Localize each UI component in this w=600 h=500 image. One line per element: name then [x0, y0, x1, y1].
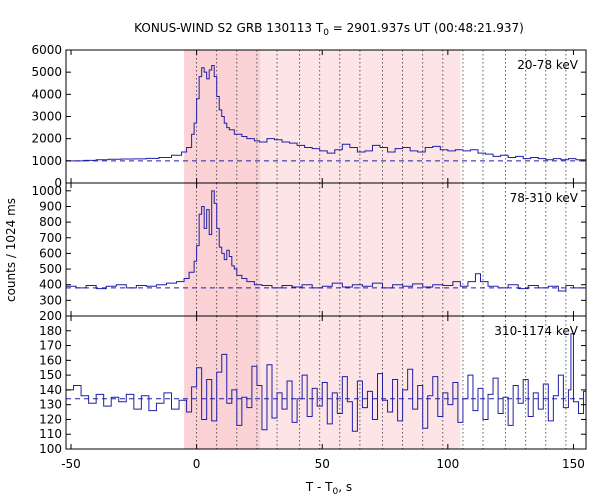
y-tick-label: 1000 [31, 154, 62, 168]
shaded-interval-2 [260, 183, 461, 316]
y-tick-label: 5000 [31, 65, 62, 79]
energy-band-label: 310-1174 keV [494, 324, 578, 338]
x-axis-title-main: T - T [305, 480, 333, 494]
y-tick-label: 140 [39, 383, 62, 397]
y-tick-label: 800 [39, 215, 62, 229]
x-tick-label: 50 [315, 457, 330, 471]
y-tick-label: 300 [39, 293, 62, 307]
chart-title: KONUS-WIND S2 GRB 130113 T0 = 2901.937s … [134, 21, 524, 38]
y-tick-label: 500 [39, 262, 62, 276]
y-tick-label: 1000 [31, 184, 62, 198]
energy-band-panel-1: 0 1000 2000 3000 4000 5000 6000 20-78 keV [31, 43, 587, 190]
y-tick-label: 4000 [31, 87, 62, 101]
shaded-interval-1 [184, 316, 261, 449]
y-tick-label: 600 [39, 246, 62, 260]
energy-band-label: 78-310 keV [510, 191, 579, 205]
x-tick-label: 100 [436, 457, 459, 471]
shaded-interval-2 [260, 50, 461, 183]
y-tick-label: 700 [39, 231, 62, 245]
energy-band-label: 20-78 keV [517, 58, 579, 72]
x-axis-title-subscript: 0 [333, 487, 339, 497]
y-tick-label: 130 [39, 398, 62, 412]
shaded-interval-1 [184, 183, 261, 316]
light-curve-series [66, 333, 586, 432]
x-axis-title: T - T0, s [305, 480, 352, 497]
y-tick-label: 2000 [31, 132, 62, 146]
chart-title-rest: = 2901.937s UT (00:48:21.937) [329, 21, 524, 35]
x-tick-label: 150 [562, 457, 585, 471]
y-tick-label: 170 [39, 339, 62, 353]
y-tick-label: 120 [39, 412, 62, 426]
y-tick-label: 160 [39, 353, 62, 367]
y-tick-label: 150 [39, 368, 62, 382]
x-tick-label: -50 [61, 457, 81, 471]
y-tick-label: 100 [39, 442, 62, 456]
chart-title-subscript: 0 [323, 28, 329, 38]
y-tick-label: 400 [39, 278, 62, 292]
panel-frame [65, 315, 587, 450]
light-curve-series [66, 65, 587, 162]
y-tick-label: 6000 [31, 43, 62, 57]
y-tick-label: 0 [54, 176, 62, 190]
x-tick-label: 0 [193, 457, 201, 471]
shaded-interval-2 [260, 316, 461, 449]
y-tick-label: 200 [39, 309, 62, 323]
light-curve-series [66, 190, 587, 292]
y-tick-label: 900 [39, 199, 62, 213]
x-axis-title-rest: , s [338, 480, 352, 494]
y-tick-label: 180 [39, 324, 62, 338]
y-axis-title: counts / 1024 ms [4, 198, 18, 302]
y-tick-label: 3000 [31, 110, 62, 124]
chart-title-main: KONUS-WIND S2 GRB 130113 T [134, 21, 324, 35]
y-tick-label: 110 [39, 427, 62, 441]
